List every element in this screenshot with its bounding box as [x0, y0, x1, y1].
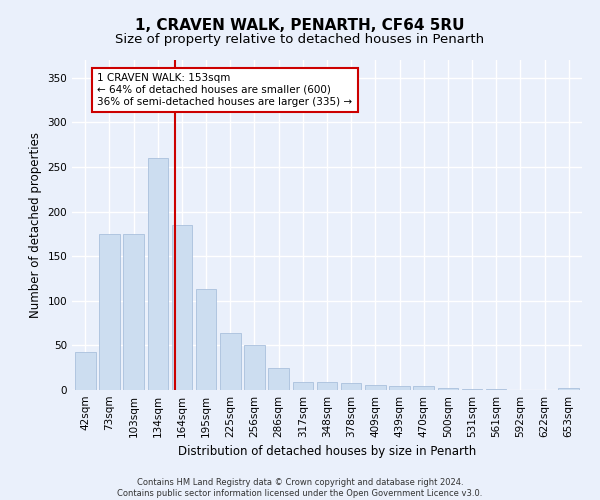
Bar [341, 383, 361, 390]
Y-axis label: Number of detached properties: Number of detached properties [29, 132, 42, 318]
Bar [75, 352, 95, 390]
Bar [244, 346, 265, 390]
Bar [486, 389, 506, 390]
Bar [148, 158, 168, 390]
Bar [124, 234, 144, 390]
Bar [99, 234, 120, 390]
Bar [220, 333, 241, 390]
Bar [559, 388, 579, 390]
Bar [293, 382, 313, 390]
Text: Contains HM Land Registry data © Crown copyright and database right 2024.
Contai: Contains HM Land Registry data © Crown c… [118, 478, 482, 498]
Bar [268, 368, 289, 390]
Text: 1 CRAVEN WALK: 153sqm
← 64% of detached houses are smaller (600)
36% of semi-det: 1 CRAVEN WALK: 153sqm ← 64% of detached … [97, 74, 353, 106]
Bar [196, 289, 217, 390]
Bar [365, 384, 386, 390]
Bar [413, 386, 434, 390]
Bar [172, 225, 192, 390]
X-axis label: Distribution of detached houses by size in Penarth: Distribution of detached houses by size … [178, 446, 476, 458]
Text: 1, CRAVEN WALK, PENARTH, CF64 5RU: 1, CRAVEN WALK, PENARTH, CF64 5RU [135, 18, 465, 32]
Bar [389, 386, 410, 390]
Text: Size of property relative to detached houses in Penarth: Size of property relative to detached ho… [115, 32, 485, 46]
Bar [462, 389, 482, 390]
Bar [437, 388, 458, 390]
Bar [317, 382, 337, 390]
